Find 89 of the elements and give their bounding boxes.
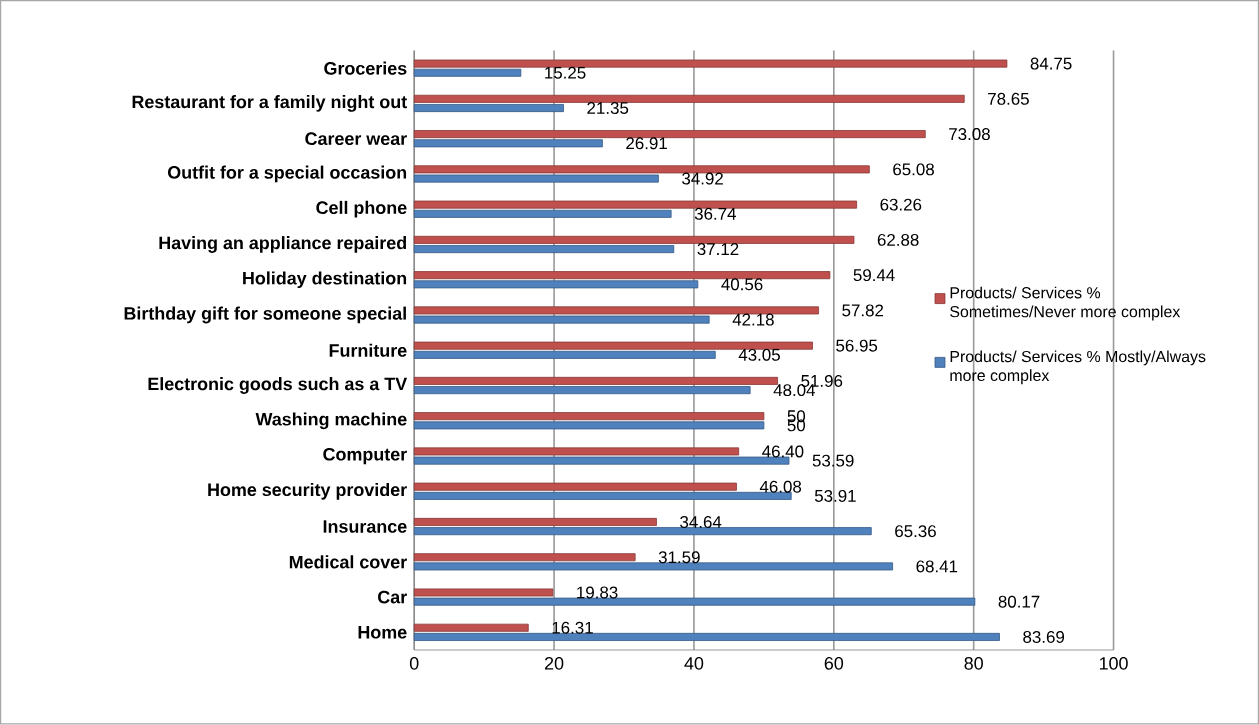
data-label: 65.36	[895, 525, 936, 538]
y-tick-label: Car	[378, 590, 407, 604]
data-label: 73.08	[949, 128, 990, 141]
x-tick-label: 100	[1099, 657, 1128, 670]
data-label: 31.59	[658, 551, 700, 564]
data-label: 56.95	[836, 339, 878, 352]
data-label: 42.18	[732, 313, 774, 326]
bar	[413, 553, 636, 562]
data-label: 62.88	[877, 234, 919, 247]
bar	[413, 588, 554, 597]
bar	[413, 341, 813, 350]
data-label: 36.74	[694, 208, 737, 221]
data-label: 84.75	[1030, 57, 1072, 70]
x-tick-label: 40	[684, 657, 704, 670]
data-label: 46.08	[759, 480, 802, 493]
data-label: 53.59	[812, 454, 854, 467]
data-label: 19.83	[577, 586, 618, 599]
bar	[413, 351, 716, 360]
bar	[413, 386, 751, 395]
data-label: 21.35	[587, 102, 629, 115]
data-label: 15.25	[545, 67, 586, 79]
bar	[413, 421, 765, 430]
bar	[413, 492, 792, 501]
x-tick-label: 80	[964, 657, 983, 670]
y-tick-label: Furniture	[329, 343, 407, 358]
y-tick-label: Cell phone	[316, 201, 407, 218]
y-tick-label: Washing machine	[255, 412, 407, 430]
y-tick-label: Home security provider	[208, 483, 407, 500]
y-tick-label: Electronic goods such as a TV	[148, 377, 408, 395]
data-label: 57.82	[842, 304, 884, 317]
bar	[413, 104, 564, 113]
bar	[413, 412, 765, 421]
y-tick-label: Insurance	[323, 520, 407, 534]
y-tick-label: Outfit for a special occasion	[168, 165, 407, 183]
bar	[413, 562, 894, 571]
data-label: 34.64	[680, 516, 722, 529]
x-tick-label: 0	[409, 657, 419, 670]
data-label: 59.44	[853, 269, 895, 282]
data-label: 78.65	[988, 93, 1029, 106]
bar	[413, 280, 699, 289]
data-label: 63.26	[880, 198, 922, 211]
data-label: 16.31	[552, 622, 593, 634]
bar	[413, 482, 737, 491]
bar	[413, 210, 672, 219]
bar	[413, 95, 965, 104]
y-tick-label: Groceries	[324, 61, 407, 76]
bar	[413, 315, 710, 324]
bar	[413, 624, 529, 632]
bar	[413, 377, 778, 386]
y-tick-label: Home	[358, 626, 407, 639]
data-label: 37.12	[697, 243, 739, 256]
data-label: 40.56	[721, 278, 763, 291]
data-label: 68.41	[916, 560, 958, 573]
data-label: 26.91	[626, 137, 667, 150]
y-tick-label: Birthday gift for someone special	[124, 306, 406, 324]
bar	[413, 165, 870, 174]
bar	[413, 59, 1008, 68]
bar	[413, 139, 603, 148]
bar	[413, 527, 872, 536]
bar	[413, 236, 855, 245]
data-label: 43.05	[738, 349, 780, 362]
bar	[413, 447, 740, 456]
bar	[413, 174, 659, 183]
data-label: 83.69	[1023, 631, 1065, 644]
data-label: 65.08	[893, 163, 934, 176]
data-label: 53.91	[814, 490, 856, 503]
bar	[413, 130, 926, 139]
bar	[413, 271, 831, 280]
bar	[413, 518, 657, 527]
y-tick-label: Computer	[323, 448, 407, 465]
y-tick-label: Having an appliance repaired	[159, 236, 406, 254]
bar	[413, 69, 522, 78]
bar	[413, 245, 675, 254]
x-tick-label: 60	[824, 657, 844, 670]
data-label: 80.17	[998, 595, 1040, 608]
bar	[413, 306, 819, 315]
y-tick-label: Restaurant for a family night out	[132, 95, 407, 113]
x-tick-label: 20	[545, 657, 564, 670]
y-tick-label: Holiday destination	[243, 271, 407, 289]
y-tick-label: Career wear	[305, 132, 407, 146]
bar	[413, 200, 858, 209]
bar	[413, 633, 1000, 642]
legend-label: Products/ Services % Sometimes/Never more complex	[950, 286, 1181, 321]
data-label: 34.92	[682, 172, 723, 185]
legend-label: Products/ Services % Mostly/Always more complex	[950, 350, 1206, 385]
bar	[413, 456, 790, 465]
bar	[413, 597, 976, 606]
y-tick-label: Medical cover	[289, 555, 407, 569]
data-label: 46.40	[762, 445, 804, 458]
